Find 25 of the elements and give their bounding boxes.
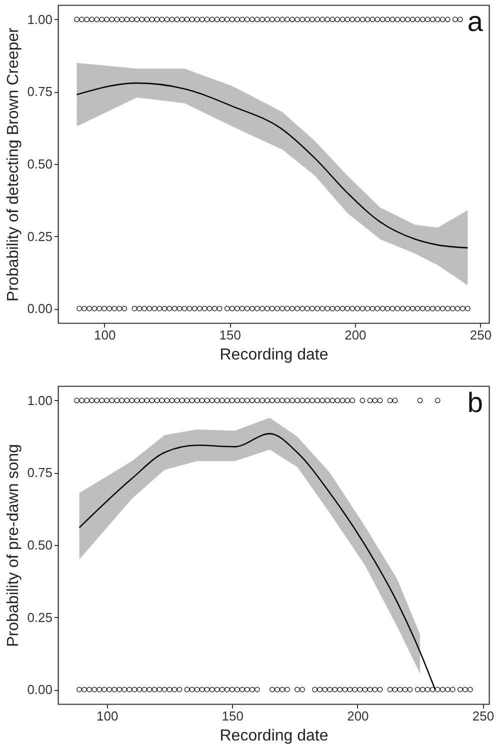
x-tick-label: 100	[94, 328, 116, 342]
x-tick-label: 250	[470, 328, 492, 342]
y-tick-label: 0.50	[27, 538, 52, 552]
y-tick-label: 0.25	[27, 228, 52, 244]
y-axis-title: Probability of pre-dawn song	[5, 444, 22, 647]
x-tick-label: 250	[472, 708, 494, 724]
y-tick-label: 0.50	[27, 156, 52, 172]
x-tick-label: 150	[222, 708, 244, 724]
x-tick-label: 200	[344, 328, 366, 342]
y-tick-label: 0.75	[27, 465, 52, 480]
x-axis-title: Recording date	[220, 728, 328, 744]
y-axis-title: Probability of detecting Brown Creeper	[5, 26, 22, 302]
x-tick-label: 200	[347, 708, 369, 724]
x-tick-label: 100	[96, 708, 118, 724]
y-tick-label: 0.00	[27, 301, 52, 316]
x-tick-label: 150	[219, 328, 241, 342]
y-tick-label: 0.25	[27, 610, 52, 625]
y-tick-label: 0.00	[27, 682, 52, 698]
annotation: b	[467, 387, 483, 418]
annotation: a	[467, 6, 484, 37]
line-series	[76, 82, 468, 248]
y-tick-label: 0.75	[27, 84, 52, 100]
x-axis-title: Recording date	[220, 346, 328, 364]
y-tick-label: 1.00	[27, 12, 52, 27]
y-tick-label: 1.00	[27, 392, 52, 408]
